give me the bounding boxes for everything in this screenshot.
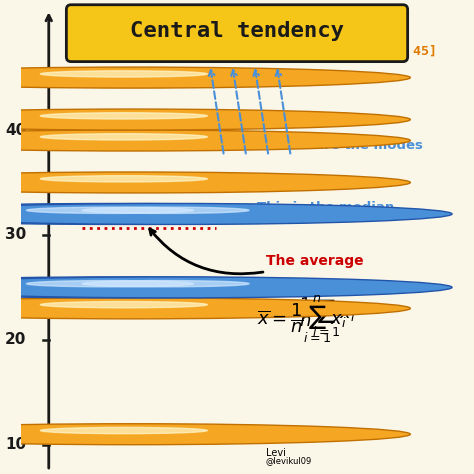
Circle shape	[27, 281, 193, 287]
Circle shape	[0, 298, 410, 319]
Circle shape	[0, 277, 396, 298]
Circle shape	[40, 428, 207, 434]
Circle shape	[40, 301, 207, 308]
Circle shape	[40, 176, 207, 182]
Circle shape	[0, 67, 410, 88]
Text: These are the modes: These are the modes	[266, 139, 423, 152]
Circle shape	[0, 203, 452, 224]
Circle shape	[40, 134, 207, 140]
Circle shape	[0, 109, 410, 130]
Text: The average: The average	[266, 254, 364, 268]
Circle shape	[40, 71, 207, 77]
Text: $\overline{x} = \dfrac{1}{n}\sum_{i=1}^{n} x_i$: $\overline{x} = \dfrac{1}{n}\sum_{i=1}^{…	[257, 293, 347, 345]
Circle shape	[0, 203, 396, 224]
Circle shape	[0, 424, 410, 445]
Circle shape	[82, 281, 249, 287]
Circle shape	[82, 207, 249, 213]
Text: 40: 40	[5, 123, 27, 137]
Circle shape	[40, 113, 207, 119]
Circle shape	[0, 277, 452, 298]
Text: This is the median: This is the median	[257, 201, 395, 214]
Text: 10: 10	[5, 437, 27, 452]
Circle shape	[27, 207, 193, 213]
Text: 30: 30	[5, 228, 27, 242]
Text: 20: 20	[5, 332, 27, 347]
Text: Central tendency: Central tendency	[130, 21, 344, 41]
Text: $\overline{x} = \dfrac{1}{n}\sum_{i=1}^{n} x_i$: $\overline{x} = \dfrac{1}{n}\sum_{i=1}^{…	[266, 288, 356, 339]
Text: @levikul09: @levikul09	[266, 456, 312, 465]
Circle shape	[0, 130, 410, 151]
Text: Levi: Levi	[266, 448, 285, 458]
Text: [11, 23, 25, 25, 32, 32, 35, 39, 41, 45]: [11, 23, 25, 25, 32, 32, 35, 39, 41, 45]	[117, 45, 437, 58]
Circle shape	[0, 172, 410, 193]
